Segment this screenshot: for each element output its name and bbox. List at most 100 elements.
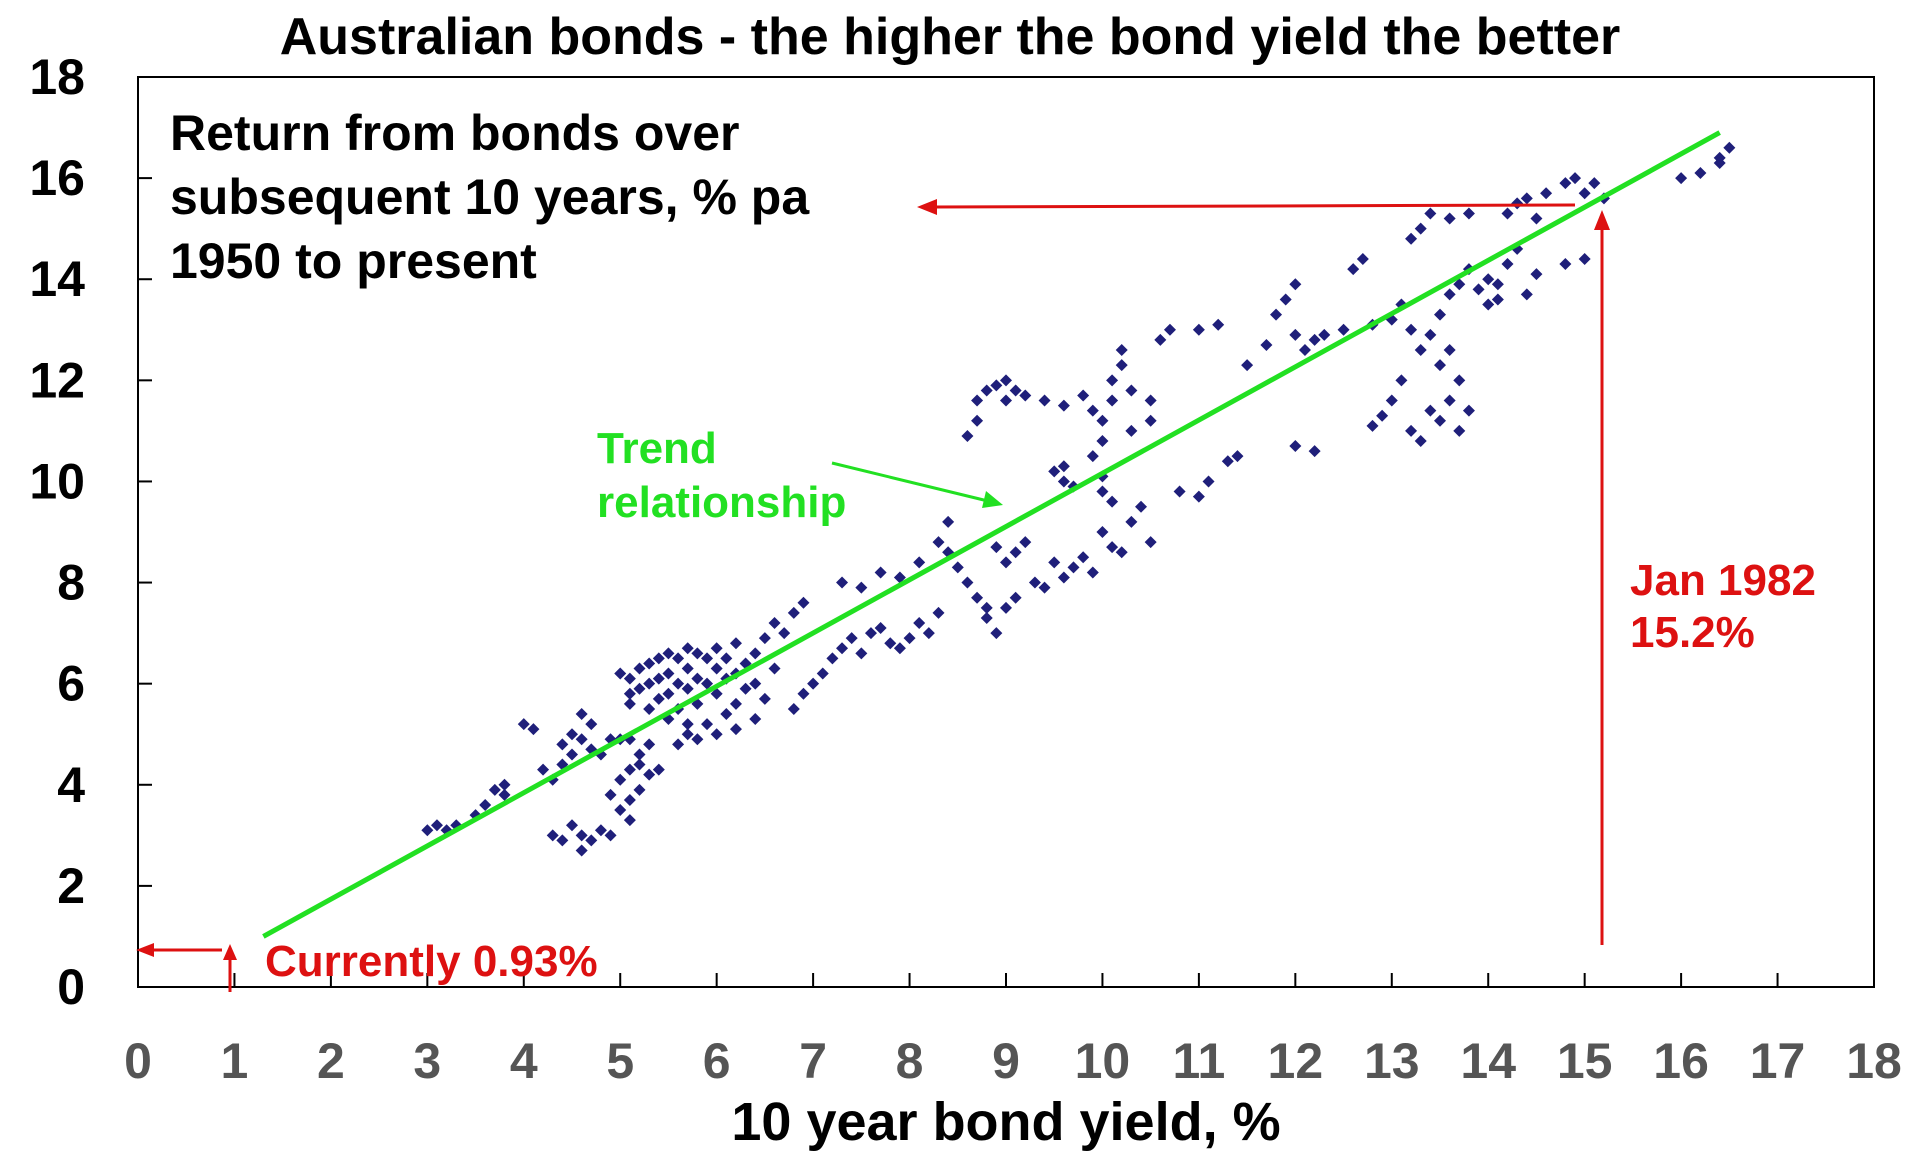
scatter-point [1115,546,1128,559]
scatter-point [1520,288,1533,301]
scatter-point [1501,207,1514,220]
scatter-point [710,642,723,655]
scatter-point [1125,384,1138,397]
scatter-point [971,394,984,407]
scatter-point [1106,374,1119,387]
scatter-point [1434,414,1446,427]
scatter-point [797,687,810,700]
scatter-point [1434,308,1446,321]
scatter-point [643,738,656,751]
scatter-point [488,783,501,796]
scatter-point [710,662,723,675]
scatter-point [701,718,714,731]
jan1982-arrow-up-head [1594,210,1610,230]
x-tick-label: 14 [1460,1033,1516,1089]
scatter-point [758,692,771,705]
scatter-point [836,642,849,655]
y-tick-label: 0 [57,959,85,1015]
scatter-point [614,804,627,817]
scatter-point [1048,556,1061,569]
scatter-point [1405,232,1418,245]
scatter-point [1443,394,1456,407]
scatter-point [749,647,762,660]
scatter-point [1106,495,1119,508]
y-tick-label: 16 [29,150,85,206]
y-tick-label: 4 [57,757,85,813]
jan1982-horizontal-line [932,203,1576,209]
scatter-point [1501,258,1514,271]
scatter-point [864,627,877,640]
scatter-point [1414,435,1427,447]
scatter-point [971,591,984,604]
scatter-point [749,713,762,726]
scatter-point [797,596,810,609]
scatter-point [1405,323,1418,336]
scatter-point [1000,394,1012,407]
scatter-point [498,788,511,801]
scatter-point [1000,374,1012,387]
scatter-point [1424,404,1437,417]
scatter-point [1009,384,1022,397]
scatter-point [633,748,646,761]
scatter-point [1231,450,1244,463]
scatter-point [1578,187,1591,200]
scatter-point [614,773,627,786]
scatter-point [710,728,723,741]
jan1982-annotation: Jan 1982 15.2% [917,199,1816,945]
scatter-point [1491,293,1504,306]
x-tick-label: 12 [1268,1033,1324,1089]
y-axis-label-line: Return from bonds over [170,105,739,161]
scatter-point [1202,475,1215,488]
scatter-point [1520,192,1533,205]
trend-arrow-head [982,491,1003,508]
scatter-point [971,414,984,427]
scatter-point [556,834,569,847]
scatter-point [1115,344,1128,356]
x-tick-label: 18 [1846,1033,1902,1089]
scatter-point [1241,359,1254,372]
x-axis: 0 1 2 3 4 5 6 7 8 9 10 11 12 13 14 15 16 17 18 [124,973,1902,1089]
scatter-point [1298,344,1311,356]
scatter-point [1462,207,1475,220]
y-axis-label-line: subsequent 10 years, % pa [170,169,810,225]
y-axis-label: Return from bonds over subsequent 10 yea… [170,105,810,289]
x-tick-label: 17 [1750,1033,1806,1089]
x-tick-label: 16 [1653,1033,1709,1089]
scatter-point [1289,440,1302,453]
scatter-point [430,819,443,832]
scatter-point [1192,490,1205,503]
scatter-point [594,824,607,837]
scatter-point [566,748,578,761]
scatter-point [604,829,617,842]
scatter-point [1540,187,1553,200]
scatter-point [537,763,550,776]
scatter-point [1000,556,1012,569]
scatter-point [1096,414,1109,427]
scatter-point [720,652,733,665]
jan1982-label-line: 15.2% [1630,608,1755,657]
scatter-point [1308,445,1321,458]
x-tick-label: 15 [1557,1033,1613,1089]
scatter-point [1491,278,1504,291]
scatter-point [1270,308,1283,321]
y-tick-label: 10 [29,453,85,509]
scatter-point [1086,404,1099,417]
scatter-point [662,647,675,660]
scatter-point [1366,419,1379,432]
scatter-point [1588,177,1601,190]
scatter-point [1221,455,1234,468]
scatter-point [826,652,839,665]
scatter-point [1530,212,1543,225]
scatter-point [1424,328,1437,341]
scatter-point [1376,409,1389,422]
scatter-point [1192,323,1205,336]
trend-annotation-arrow [831,461,993,504]
scatter-point [1530,268,1543,281]
scatter-point [1038,581,1051,594]
scatter-point [1154,333,1167,346]
scatter-point [758,632,771,645]
current-arrow-up-head [223,944,237,960]
x-tick-label: 4 [510,1033,538,1089]
y-tick-label: 14 [29,251,85,307]
scatter-point [1028,576,1041,589]
